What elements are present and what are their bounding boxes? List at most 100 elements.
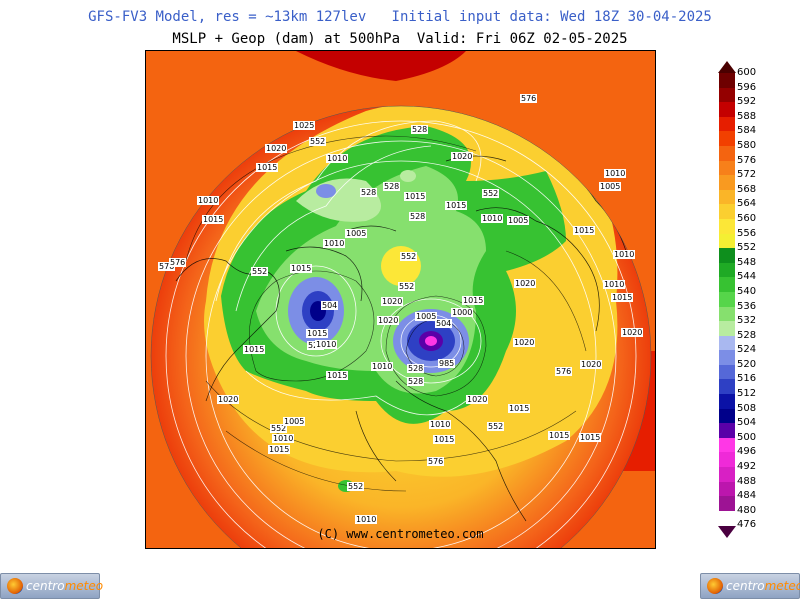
scale-label: 600 [737, 67, 757, 78]
scale-cell [719, 131, 735, 146]
scale-cell [719, 175, 735, 190]
scale-label: 480 [737, 504, 757, 516]
centrometeo-logo-left[interactable]: centrometeo [0, 573, 104, 599]
scale-label: 580 [737, 139, 757, 151]
scale-cell [719, 233, 735, 249]
scale-label: 496 [737, 446, 757, 458]
scale-cell [719, 394, 735, 409]
scale-label: 520 [737, 358, 757, 370]
scale-cell [719, 423, 735, 438]
scale-cell [719, 452, 735, 468]
pressure-label: 1020 [266, 144, 286, 153]
pressure-label: 1015 [612, 293, 632, 302]
centrometeo-logo-right[interactable]: centrometeo [700, 573, 800, 599]
pressure-label: 1005 [346, 229, 366, 238]
pressure-label: 1015 [405, 192, 425, 201]
scale-bottom-arrow [718, 526, 736, 538]
scale-label: 508 [737, 402, 757, 414]
scale-cell [719, 73, 735, 88]
pressure-label: 1010 [604, 280, 624, 289]
scale-label: 552 [737, 242, 757, 254]
scale-cell [719, 437, 735, 453]
geopotential-label: 528 [361, 188, 376, 197]
pressure-label: 1015 [463, 296, 483, 305]
pressure-label: 1025 [294, 121, 314, 130]
geopotential-labels: 576 552 528 552 528 528 528 552 552 504 528 504 528 5… [158, 94, 572, 491]
geopotential-label: 552 [483, 189, 498, 198]
pressure-label: 1015 [257, 163, 277, 172]
scale-cell [719, 102, 735, 117]
pressure-label: 1015 [509, 404, 529, 413]
north-high-band [296, 51, 466, 81]
geopotential-label: 528 [408, 377, 423, 386]
scale-label: 540 [737, 285, 757, 297]
scale-cell [719, 364, 735, 380]
geopotential-label: 552 [399, 282, 414, 291]
scale-label: 576 [737, 154, 757, 166]
scale-labels: 600 596 592 588 584 580 576 572 568 564 560 556 552 5… [737, 66, 756, 533]
pressure-label: 1010 [198, 196, 218, 205]
pressure-label: 1015 [203, 215, 223, 224]
pressure-label: 1015 [574, 226, 594, 235]
pressure-label: 1020 [378, 316, 398, 325]
scale-label: 548 [737, 256, 757, 268]
copyright-text: (C) www.centrometeo.com [317, 527, 484, 541]
scale-cell [719, 335, 735, 351]
pressure-label: 1010 [372, 362, 392, 371]
scale-label: 524 [737, 344, 757, 356]
pressure-label: 1015 [549, 431, 569, 440]
geopotential-label: 552 [271, 424, 286, 433]
pressure-label: 1005 [600, 182, 620, 191]
pressure-label: 1010 [605, 169, 625, 178]
pressure-label: 1010 [324, 239, 344, 248]
pressure-label: 1015 [307, 329, 327, 338]
scale-cell [719, 189, 735, 205]
geopotential-label: 552 [252, 267, 267, 276]
scale-label: 504 [737, 417, 757, 429]
scale-cell [719, 160, 735, 176]
scale-label: 568 [737, 183, 757, 195]
pressure-label: 1020 [514, 338, 534, 347]
pressure-label: 1005 [416, 312, 436, 321]
map-subtitle: MSLP + Geop (dam) at 500hPa Valid: Fri 0… [172, 31, 628, 47]
scale-cell [719, 116, 735, 132]
geopotential-label: 528 [384, 182, 399, 191]
geopotential-label: 528 [410, 212, 425, 221]
geopotential-label: 504 [436, 319, 451, 328]
geopotential-label: 576 [556, 367, 571, 376]
scale-cell [719, 87, 735, 103]
pressure-label: 1010 [316, 340, 336, 349]
polar-map: 576 552 528 552 528 528 528 552 552 504 528 504 528 5… [146, 51, 655, 548]
scale-label: 588 [737, 110, 757, 122]
scale-cells [719, 73, 735, 511]
scale-cell [719, 321, 735, 336]
scale-label: 476 [737, 519, 757, 531]
geopotential-label: 576 [521, 94, 536, 103]
scale-label: 572 [737, 169, 757, 181]
scale-label: 500 [737, 431, 757, 443]
scale-cell [719, 467, 735, 482]
logo-text: centrometeo [26, 579, 104, 593]
scale-label: 564 [737, 198, 757, 210]
pressure-label: 1015 [434, 435, 454, 444]
pressure-label: 1020 [382, 297, 402, 306]
map-frame: 576 552 528 552 528 528 528 552 552 504 528 504 528 5… [145, 50, 656, 549]
scale-cell [719, 145, 735, 161]
pressure-label: 1005 [508, 216, 528, 225]
model-title: GFS-FV3 Model, res = ~13km 127lev Initia… [88, 9, 712, 25]
pressure-label: 1020 [218, 395, 238, 404]
scale-cell [719, 262, 735, 278]
pressure-label: 1020 [452, 152, 472, 161]
scale-label: 532 [737, 315, 757, 327]
scale-label: 488 [737, 475, 757, 487]
pressure-label: 1010 [614, 250, 634, 259]
pressure-label: 1005 [284, 417, 304, 426]
scale-label: 596 [737, 81, 757, 93]
geopotential-label: 576 [170, 258, 185, 267]
scale-cell [719, 408, 735, 424]
pressure-label: 1015 [244, 345, 264, 354]
geopotential-label: 528 [412, 125, 427, 134]
scale-label: 584 [737, 125, 757, 137]
logo-text: centrometeo [726, 579, 800, 593]
pressure-label: 1015 [269, 445, 289, 454]
